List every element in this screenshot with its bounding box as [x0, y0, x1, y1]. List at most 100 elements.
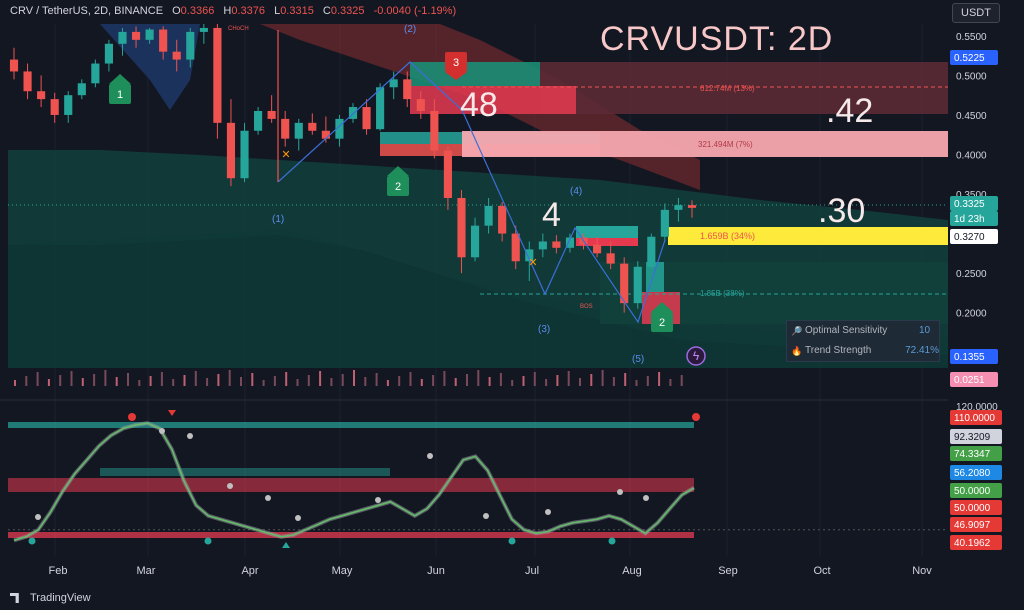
- volume-bar: [206, 378, 209, 386]
- osc-down-marker: [168, 410, 176, 416]
- osc-tag: [950, 446, 1002, 461]
- osc-tag-label: 46.9097: [954, 520, 991, 531]
- y-tick-label: 0.3500: [956, 190, 987, 201]
- oscillator-dot: [375, 497, 381, 503]
- order-block-green: [410, 62, 540, 86]
- candle-body: [145, 29, 154, 40]
- volume-bar: [624, 373, 627, 386]
- volume-bar: [285, 372, 288, 386]
- symbol-label[interactable]: CRV / TetherUS, 2D, BINANCE: [10, 5, 164, 17]
- volume-bar: [353, 370, 355, 386]
- volume-bar: [273, 376, 276, 386]
- x-tick-label: Sep: [718, 565, 738, 577]
- signal-badge: [387, 176, 409, 196]
- oscillator-dot: [295, 515, 301, 521]
- candle-body: [240, 130, 249, 179]
- price-tag: [950, 196, 998, 211]
- signal-badge: [651, 312, 673, 332]
- volume-bar: [14, 380, 16, 386]
- symbol-header: CRV / TetherUS, 2D, BINANCE O0.3366 H0.3…: [10, 5, 457, 17]
- annotation-volume: 1.659B (34%): [700, 231, 755, 241]
- trend-strength-value: 72.41%: [905, 345, 939, 356]
- cross-marker-icon: ✕: [281, 149, 290, 161]
- osc-mid-band-green: [100, 468, 390, 476]
- volume-bar: [658, 372, 661, 386]
- currency-unit-button[interactable]: USDT: [952, 3, 1000, 23]
- price-tag-label: 1d 23h: [954, 214, 985, 225]
- volume-bar: [533, 372, 536, 386]
- osc-tag: [950, 465, 1002, 480]
- volume-bar: [70, 371, 73, 386]
- overlay-number-48: 48: [460, 86, 498, 124]
- buy-arrow: [387, 166, 409, 176]
- x-tick-label: Oct: [813, 565, 830, 577]
- overlay-number-42: .42: [826, 92, 874, 130]
- signal-label: 1: [117, 89, 123, 101]
- candle-body: [50, 99, 59, 115]
- sell-arrow: [445, 72, 467, 80]
- candle-body: [511, 233, 520, 262]
- signal-label: 3: [453, 57, 459, 69]
- volume-bar: [590, 374, 593, 386]
- x-tick-label: May: [332, 565, 353, 577]
- volume-bar: [612, 377, 615, 386]
- price-axis-area: [948, 0, 1024, 586]
- price-tag: [950, 50, 998, 65]
- volume-bar: [93, 374, 96, 386]
- tradingview-logo[interactable]: TradingView: [10, 592, 91, 604]
- x-tick-label: Aug: [622, 565, 642, 577]
- oscillator-dot: [545, 509, 551, 515]
- x-tick-label: Jul: [525, 565, 539, 577]
- sensitivity-value: 10: [919, 325, 931, 336]
- y-tick-label: 120.0000: [956, 402, 998, 413]
- y-tick-label: 0.2000: [956, 309, 987, 320]
- change-value: -0.0040 (-1.19%): [373, 5, 457, 17]
- volume-bar: [386, 380, 389, 386]
- signal-label: 2: [395, 181, 401, 193]
- volume-bar: [217, 374, 220, 386]
- osc-tag: [950, 535, 1002, 550]
- price-tag: [950, 229, 998, 244]
- volume-bar: [127, 373, 129, 386]
- x-tick-label: Feb: [49, 565, 68, 577]
- osc-tag-label: 92.3209: [954, 432, 991, 443]
- annotation-bos: BOS: [580, 304, 593, 310]
- osc-mid-band-red: [8, 478, 694, 492]
- price-tag-label: 0.5225: [954, 53, 985, 64]
- volume-bar: [579, 378, 581, 386]
- volume-bar: [545, 379, 548, 386]
- volume-bar: [25, 376, 28, 386]
- annotation-volume: 612.74M (13%): [700, 84, 755, 93]
- demand-block: [576, 226, 638, 238]
- osc-tag-label: 74.3347: [954, 449, 991, 460]
- volume-bar: [420, 379, 423, 386]
- support-band: [668, 227, 948, 245]
- volume-bar: [104, 370, 107, 386]
- buy-arrow: [109, 74, 131, 84]
- price-tag-label: 0.3270: [954, 232, 985, 243]
- candle-body: [538, 241, 547, 250]
- wave-label: (3): [538, 324, 550, 335]
- volume-bar: [194, 371, 197, 386]
- lower-cloud: [8, 230, 948, 368]
- candle-body: [267, 110, 276, 119]
- candle-body: [254, 110, 263, 131]
- candle-body: [348, 107, 358, 119]
- candle-body: [525, 249, 534, 262]
- oscillator-dot: [159, 428, 165, 434]
- candle-body: [91, 63, 100, 84]
- candle-body: [620, 263, 629, 304]
- volume-bar: [522, 376, 525, 386]
- oscillator-dot: [483, 513, 489, 519]
- volume-bar: [228, 370, 231, 386]
- volume-bar: [556, 375, 559, 386]
- volume-bar: [160, 372, 163, 386]
- candle-body: [281, 118, 290, 139]
- osc-signal-dot: [692, 413, 700, 421]
- candle-body: [213, 27, 222, 123]
- candle-body: [376, 87, 385, 130]
- annotation-choch: CHoCH: [228, 26, 249, 32]
- x-tick-label: Mar: [137, 565, 156, 577]
- wave-label: (2): [404, 24, 416, 35]
- osc-tag: [950, 429, 1002, 444]
